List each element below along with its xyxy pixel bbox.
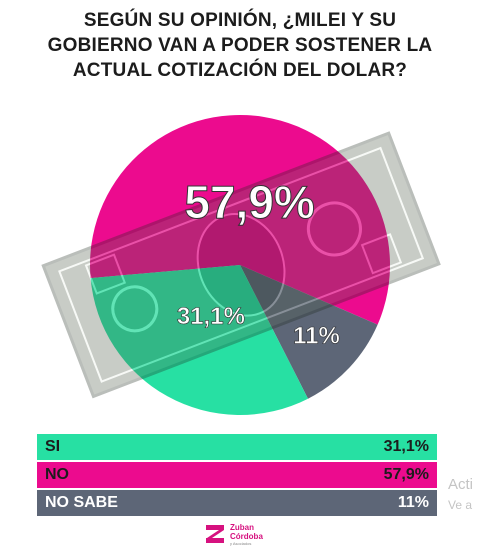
legend-value: 31,1% <box>383 438 429 455</box>
legend-row-no: NO 57,9% <box>37 462 437 488</box>
pie-label-no: 57,9% <box>184 176 314 228</box>
legend-value: 57,9% <box>383 466 429 483</box>
pie-slice-no <box>90 115 390 325</box>
zuban-cordoba-logo: Zuban Córdoba y Asociados <box>204 521 284 547</box>
activation-overlay-text: Acti <box>448 476 474 493</box>
zuban-cordoba-logo-icon <box>206 525 224 543</box>
pie-label-no-sabe: 11% <box>293 322 340 349</box>
legend-label: SI <box>45 438 61 455</box>
legend-label: NO <box>45 466 69 483</box>
legend-label: NO SABE <box>45 494 118 511</box>
activation-overlay-text: Ve a <box>448 498 473 512</box>
pie-label-si: 31,1% <box>177 303 245 330</box>
legend-row-no-sabe: NO SABE 11% <box>37 490 437 516</box>
title-line: ACTUAL COTIZACIÓN DEL DOLAR? <box>72 60 408 81</box>
logo-subtitle: y Asociados <box>230 541 252 546</box>
pie-slice-si <box>90 265 309 415</box>
logo-name: Zuban Córdoba <box>230 523 263 541</box>
chart-title: SEGÚN SU OPINIÓN, ¿MILEI Y SU GOBIERNO V… <box>0 8 480 83</box>
pie-slice-no-sabe <box>240 265 378 399</box>
title-line: SEGÚN SU OPINIÓN, ¿MILEI Y SU <box>83 10 397 31</box>
legend-value: 11% <box>397 494 429 511</box>
title-line: GOBIERNO VAN A PODER SOSTENER LA <box>47 35 433 56</box>
legend-row-si: SI 31,1% <box>37 434 437 460</box>
dollar-bill-image <box>41 131 441 399</box>
